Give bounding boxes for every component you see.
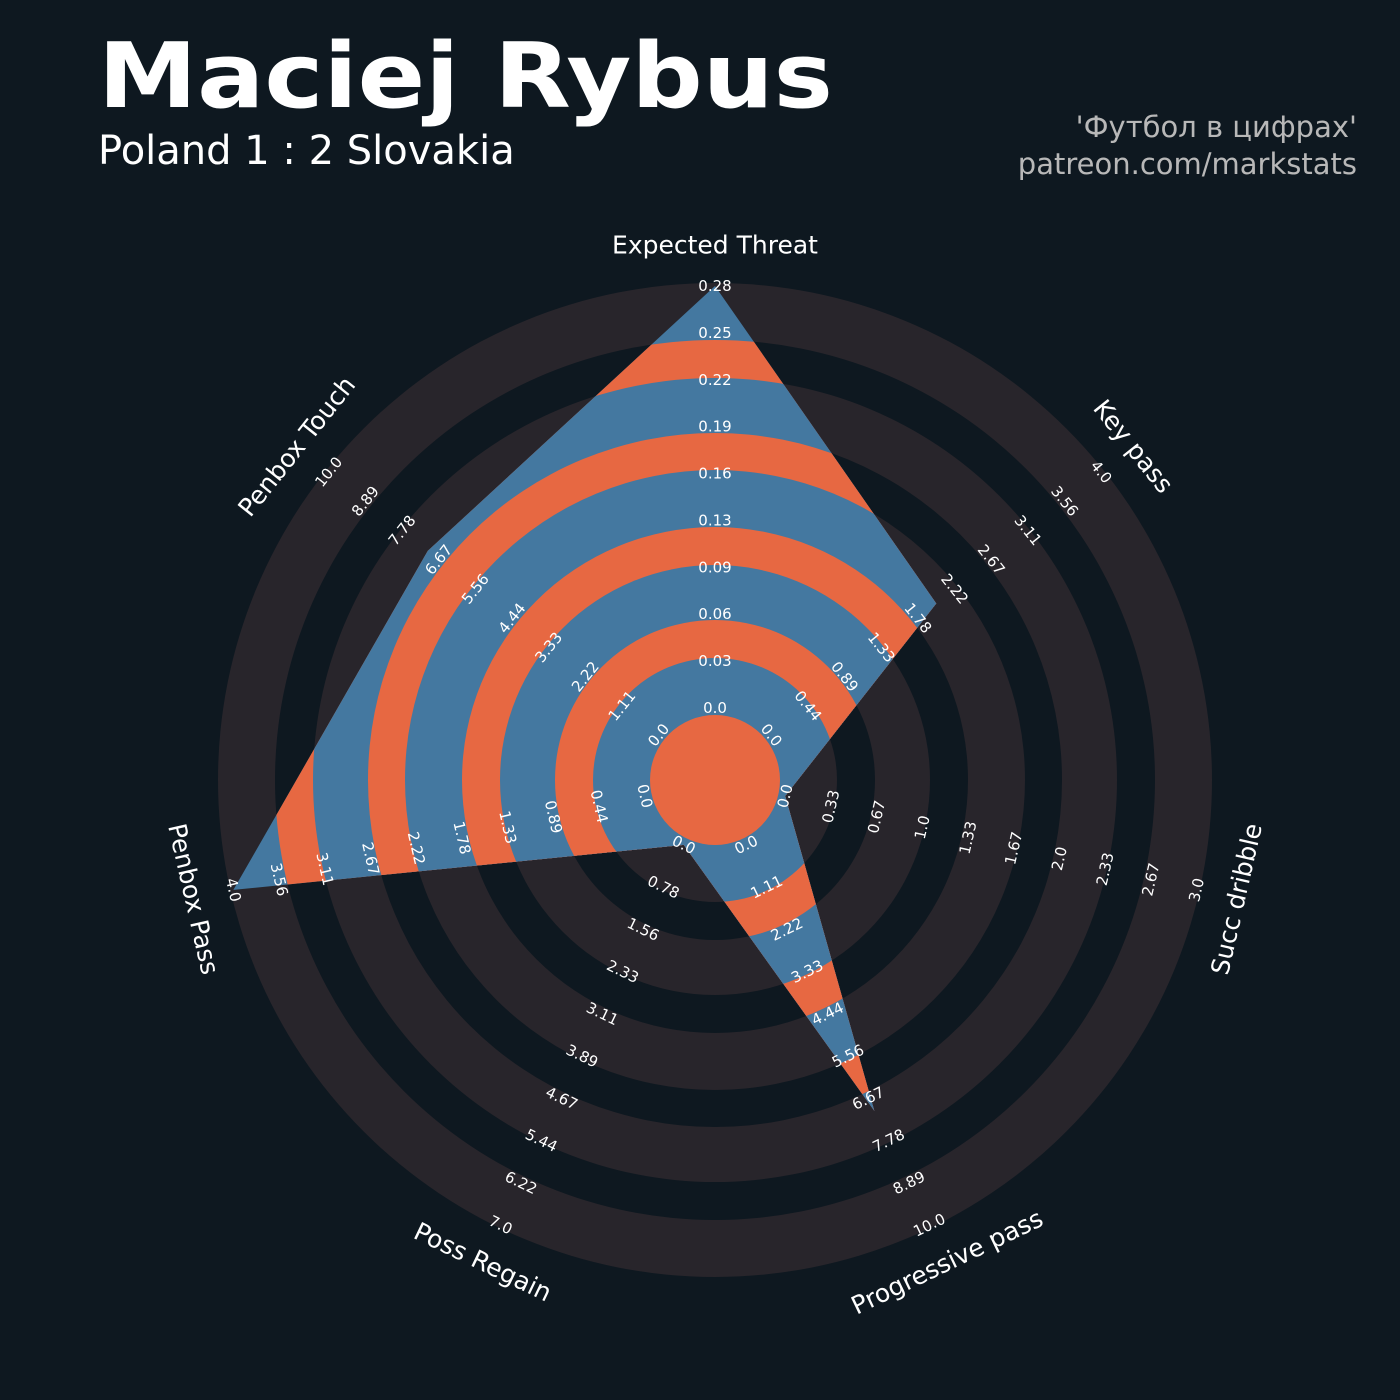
tick-label: 0.0 <box>774 782 797 809</box>
tick-label: 4.0 <box>222 876 245 903</box>
tick-label: 3.0 <box>1185 876 1208 903</box>
tick-label: 0.22 <box>698 371 731 389</box>
tick-label: 0.16 <box>698 465 731 483</box>
tick-label: 0.28 <box>698 277 731 295</box>
center-circle-fill <box>650 715 780 845</box>
credit-line-1: 'Футбол в цифрах' <box>1076 110 1357 144</box>
tick-label: 0.0 <box>633 782 656 809</box>
center-circle <box>650 715 780 845</box>
tick-label: 0.25 <box>698 324 731 342</box>
tick-label: 0.19 <box>698 418 731 436</box>
param-label: Expected Threat <box>612 231 818 260</box>
credit-line-2: patreon.com/markstats <box>1018 147 1357 181</box>
tick-label: 1.0 <box>911 814 934 841</box>
match-subtitle: Poland 1 : 2 Slovakia <box>98 128 515 174</box>
tick-label: 0.06 <box>698 605 731 623</box>
tick-label: 0.09 <box>698 558 731 576</box>
tick-label: 0.13 <box>698 511 731 529</box>
tick-label: 2.0 <box>1048 845 1071 872</box>
tick-label: 0.03 <box>698 652 731 670</box>
tick-label: 0.0 <box>703 699 727 717</box>
player-title: Maciej Rybus <box>98 24 833 129</box>
